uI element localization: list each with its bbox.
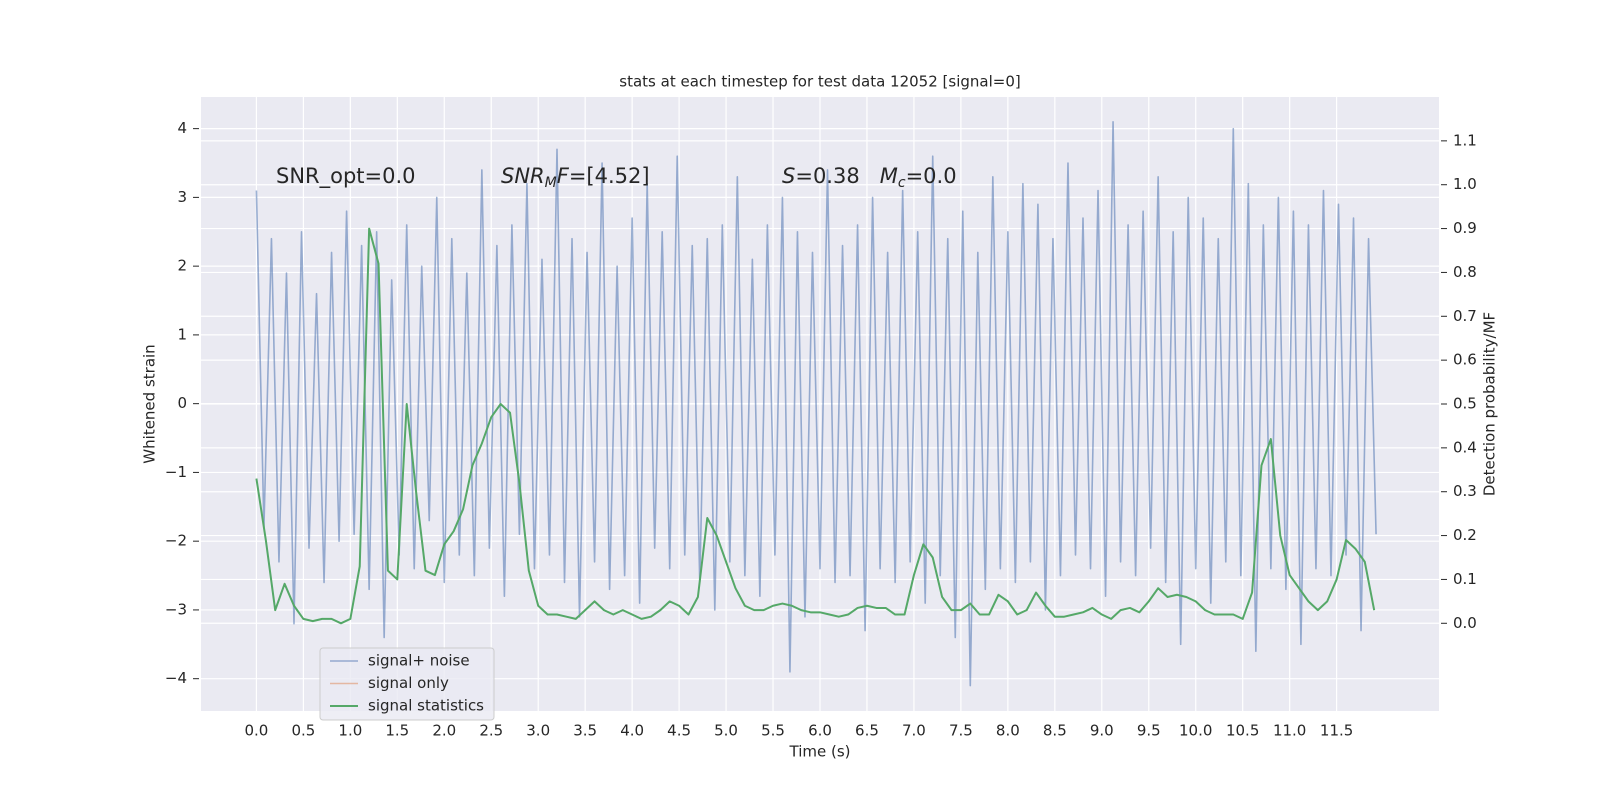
y2-tick-label: 0.8 (1453, 263, 1477, 281)
y2-tick-label: 1.0 (1453, 175, 1477, 193)
annotation-text: SNR_opt=0.0 (276, 164, 416, 189)
y-axis-label: Whitened strain (141, 344, 159, 463)
annotation-text: =0.0 (906, 164, 957, 188)
x-axis-label: Time (s) (789, 743, 851, 761)
x-tick-label: 0.0 (244, 722, 268, 740)
annotation-text: =0.38 (795, 164, 879, 188)
x-tick-label: 8.0 (996, 722, 1020, 740)
annotation-text: SNR (501, 164, 545, 188)
y2-tick-label: 0.2 (1453, 526, 1477, 544)
x-tick-label: 3.5 (573, 722, 597, 740)
y2-tick-label: 0.9 (1453, 219, 1477, 237)
x-tick-label: 8.5 (1043, 722, 1067, 740)
x-tick-label: 7.0 (902, 722, 926, 740)
x-tick-label: 10.0 (1179, 722, 1212, 740)
x-tick-label: 2.5 (479, 722, 503, 740)
annotation-text: S (782, 164, 795, 188)
x-tick-label: 11.5 (1320, 722, 1353, 740)
annotation: SNRMF=[4.52] (501, 164, 650, 191)
y-tick-label: 3 (177, 188, 187, 206)
y-tick-label: 2 (177, 257, 187, 275)
x-tick-label: 1.0 (338, 722, 362, 740)
series-line (255, 227, 1376, 625)
annotation-subscript: c (898, 175, 906, 191)
y2-axis-label: Detection probability/MF (1481, 312, 1499, 496)
y2-tick-label: 0.5 (1453, 395, 1477, 413)
annotation: S=0.38 Mc=0.0 (782, 164, 957, 191)
x-tick-label: 10.5 (1226, 722, 1259, 740)
legend-label: signal statistics (368, 697, 484, 715)
x-tick-label: 7.5 (949, 722, 973, 740)
x-tick-label: 5.0 (714, 722, 738, 740)
y-tick-label: 4 (177, 119, 187, 137)
annotation-text: F (557, 164, 570, 188)
y-tick-label: −4 (165, 669, 187, 687)
y2-tick-label: 0.3 (1453, 482, 1477, 500)
y2-tick-label: 0.4 (1453, 438, 1477, 456)
x-tick-label: 4.0 (620, 722, 644, 740)
legend-label: signal+ noise (368, 652, 470, 670)
x-tick-label: 9.0 (1090, 722, 1114, 740)
chart-title: stats at each timestep for test data 120… (619, 73, 1020, 91)
x-tick-label: 9.5 (1137, 722, 1161, 740)
x-tick-label: 3.0 (526, 722, 550, 740)
marks (255, 120, 1377, 687)
y2-tick-label: 0.0 (1453, 614, 1477, 632)
y-tick-label: −2 (165, 532, 187, 550)
x-tick-label: 2.0 (432, 722, 456, 740)
annotation: SNR_opt=0.0 (276, 164, 416, 189)
y-tick-label: −1 (165, 463, 187, 481)
annotation-text: M (880, 164, 898, 188)
x-tick-label: 4.5 (667, 722, 691, 740)
y-tick-label: −3 (165, 600, 187, 618)
x-tick-label: 6.0 (808, 722, 832, 740)
y2-tick-label: 0.1 (1453, 570, 1477, 588)
legend-label: signal only (368, 674, 449, 692)
y2-tick-label: 0.6 (1453, 351, 1477, 369)
legend: signal+ noise signal only signal statistic… (319, 647, 495, 721)
series-line (255, 120, 1377, 687)
x-tick-label: 1.5 (385, 722, 409, 740)
legend-box (319, 647, 495, 721)
annotation-text: =[4.52] (569, 164, 650, 188)
annotation-subscript: M (545, 175, 557, 191)
x-tick-label: 11.0 (1273, 722, 1306, 740)
x-tick-label: 5.5 (761, 722, 785, 740)
y-tick-label: 1 (177, 325, 187, 343)
x-tick-label: 0.5 (291, 722, 315, 740)
y-tick-label: 0 (177, 394, 187, 412)
y2-tick-label: 0.7 (1453, 307, 1477, 325)
x-tick-label: 6.5 (855, 722, 879, 740)
y2-tick-label: 1.1 (1453, 131, 1477, 149)
